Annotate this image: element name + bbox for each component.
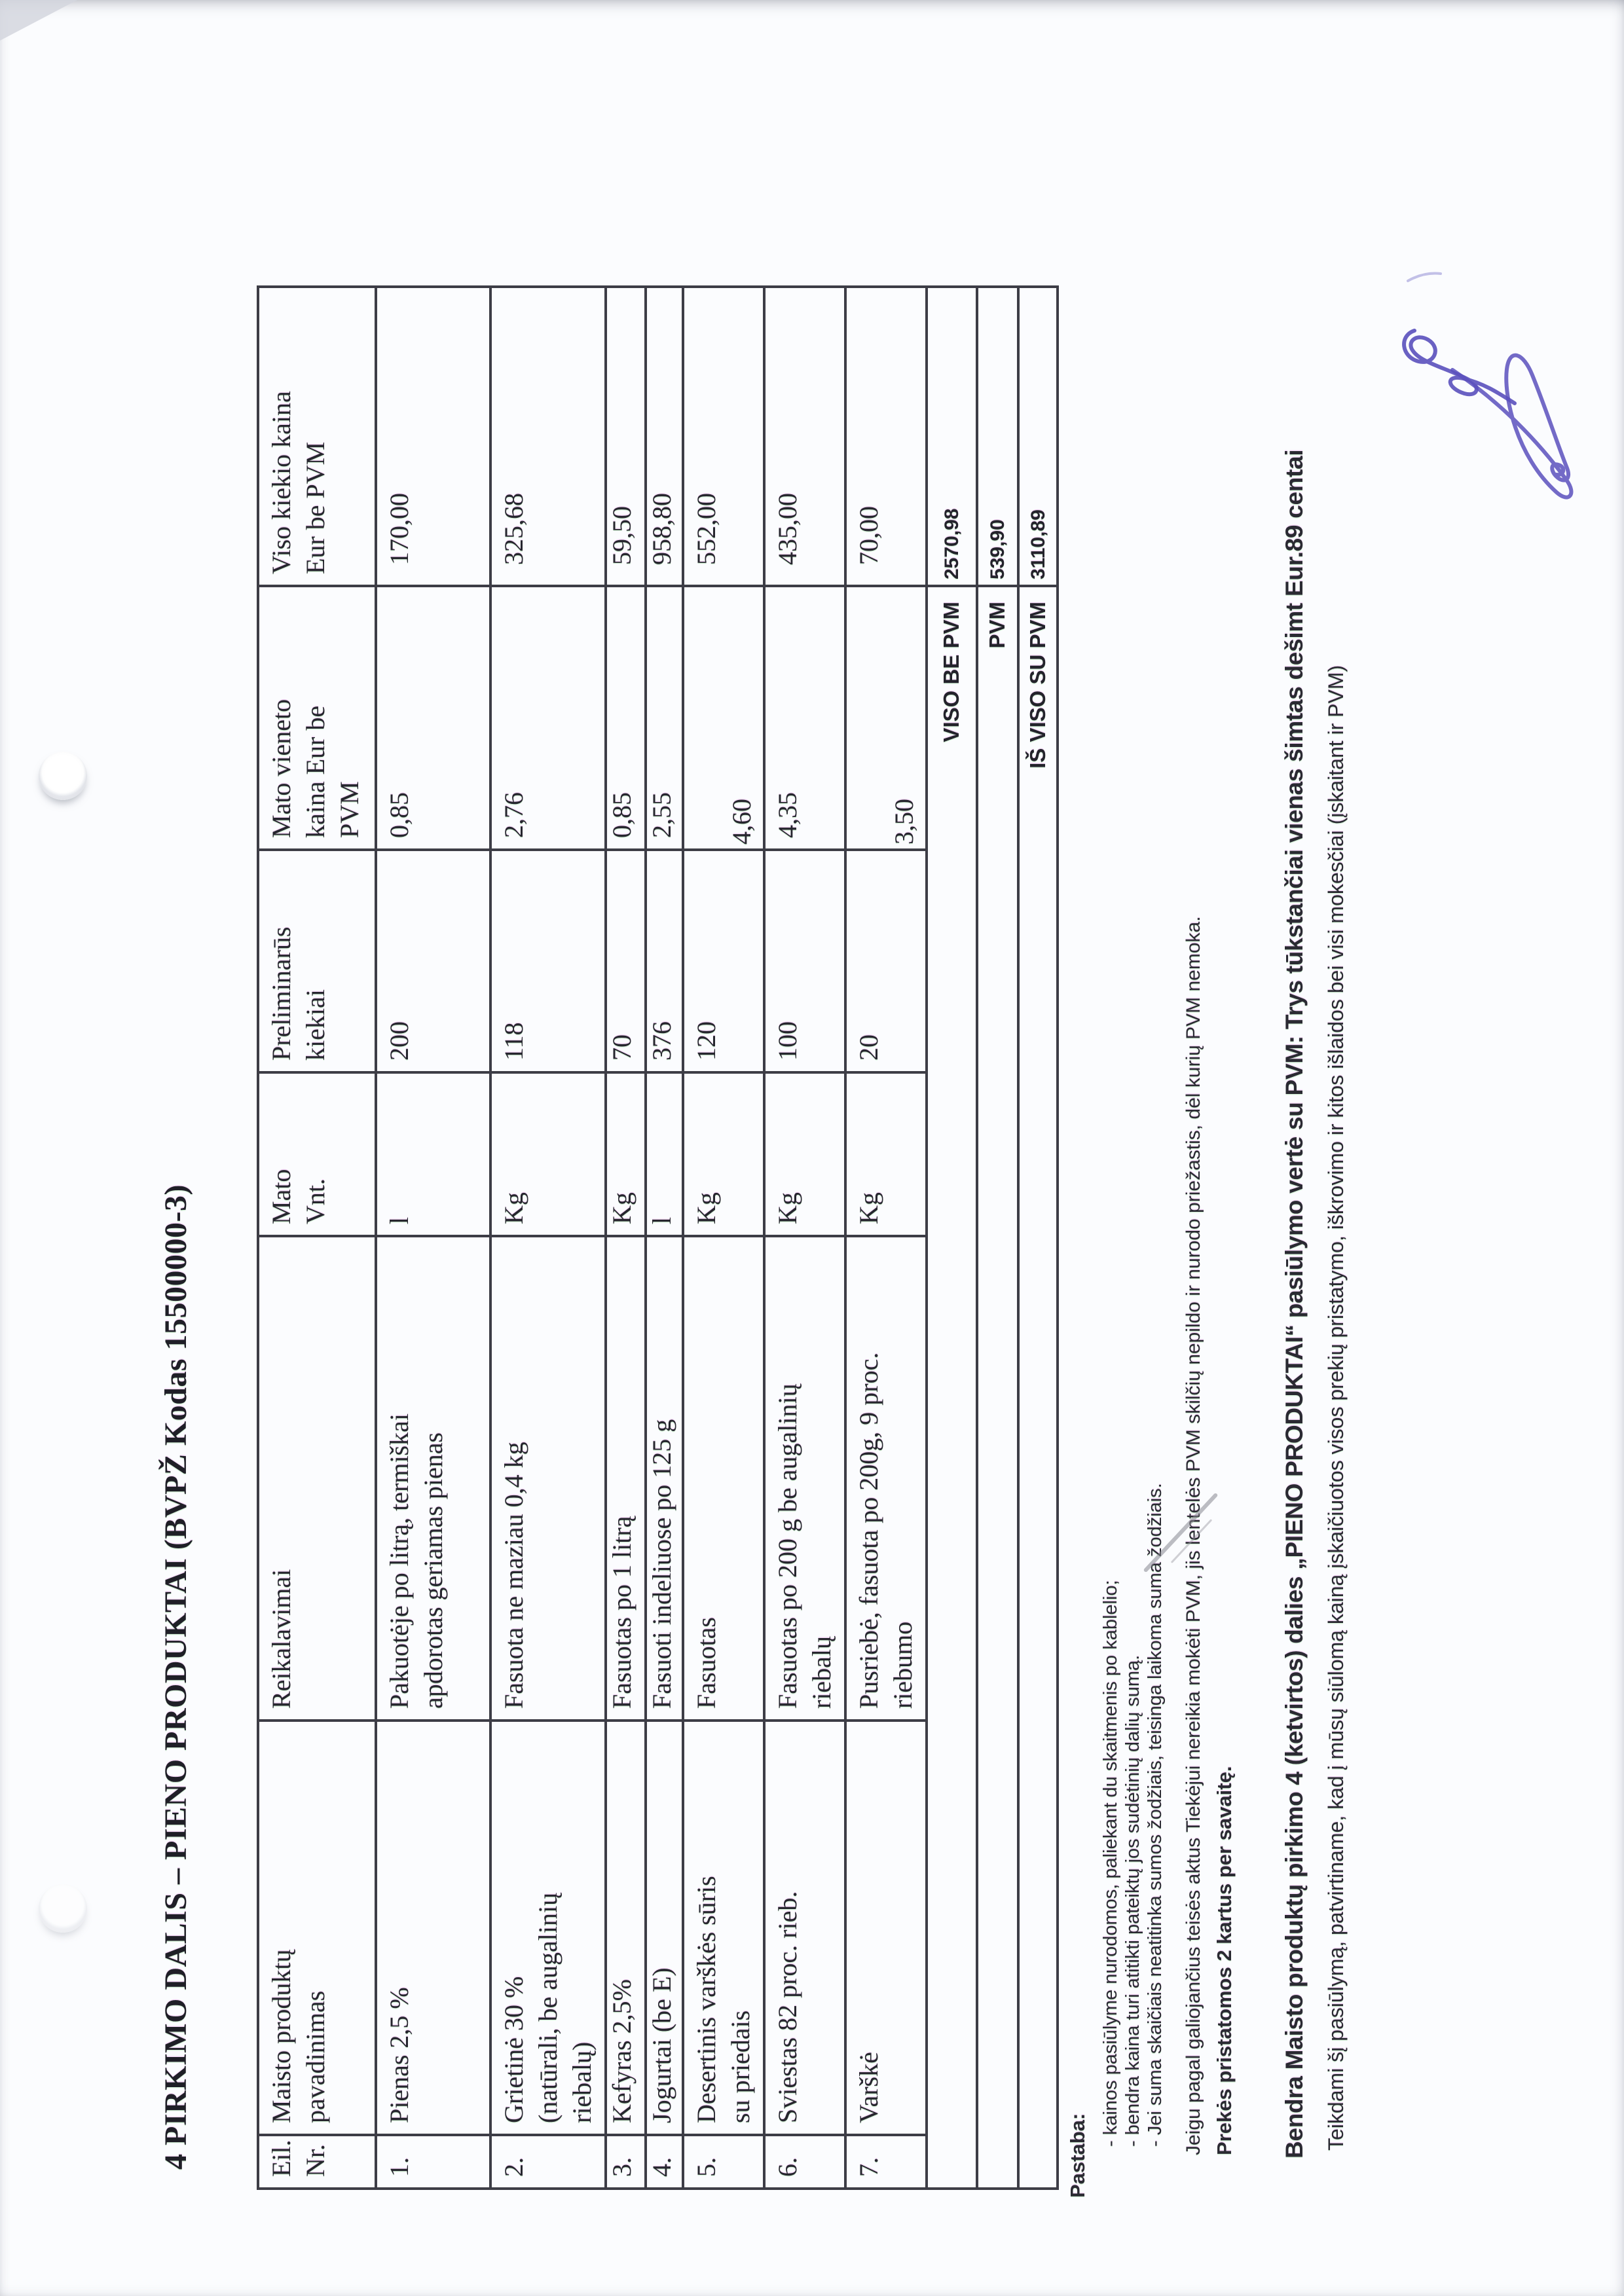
cell-qty: 200: [376, 850, 490, 1072]
cell-row-number: 5.: [683, 2135, 764, 2189]
cell-unit-price: 2,55: [646, 586, 683, 850]
header-preliminary-qty: Preliminarūs kiekiai: [258, 850, 376, 1072]
totals-row: IŠ VISO SU PVM 3110,89: [1018, 287, 1058, 2189]
cell-total: 552,00: [683, 287, 764, 586]
cell-product-name: Sviestas 82 proc. rieb.: [764, 1721, 845, 2135]
cell-qty: 120: [683, 850, 764, 1072]
vat-exemption-note: Jeigu pagal galiojančius teisės aktus Ti…: [1183, 916, 1204, 2155]
header-product-name: Maisto produktų pavadinimas: [258, 1721, 376, 2135]
cell-unit-price: 4,60: [683, 586, 764, 850]
cell-requirements: Fasuotas: [683, 1236, 764, 1721]
cell-requirements: Fasuota ne maziau 0,4 kg: [490, 1236, 606, 1721]
cell-requirements: Pusriebė, fasuota po 200g, 9 proc. riebu…: [845, 1236, 927, 1721]
cell-total: 70,00: [845, 287, 927, 586]
cell-unit-price: 2,76: [490, 586, 606, 850]
cell-row-number: 3.: [606, 2135, 646, 2189]
corner-fold-shadow: [0, 0, 77, 41]
header-requirements: Reikalavimai: [258, 1236, 376, 1721]
table-row: 5. Desertinis varškės sūris su priedais …: [683, 287, 764, 2189]
note-bullet: - Jei suma skaičiais neatitinka sumos žo…: [1145, 1483, 1166, 2147]
cell-requirements: Fasuotas po 1 litrą: [606, 1236, 646, 1721]
cell-unit-price: 0,85: [606, 586, 646, 850]
cell-row-number: 1.: [376, 2135, 490, 2189]
cell-product-name: Grietinė 30 % (natūrali, be augalinių ri…: [490, 1721, 606, 2135]
totals-value: 3110,89: [1018, 287, 1058, 586]
cell-product-name: Pienas 2,5 %: [376, 1721, 490, 2135]
cell-qty: 20: [845, 850, 927, 1072]
cell-row-number: 4.: [646, 2135, 683, 2189]
cell-qty: 376: [646, 850, 683, 1072]
cell-unit-price: 0,85: [376, 586, 490, 850]
cell-unit: l: [646, 1072, 683, 1236]
cell-unit: Kg: [845, 1072, 927, 1236]
cell-unit: Kg: [606, 1072, 646, 1236]
punch-hole: [39, 752, 87, 800]
totals-value: 2570,98: [927, 287, 977, 586]
cell-total: 59,50: [606, 287, 646, 586]
cell-product-name: Jogurtai (be E): [646, 1721, 683, 2135]
cell-product-name: Kefyras 2,5%: [606, 1721, 646, 2135]
table-row: 6. Sviestas 82 proc. rieb. Fasuotas po 2…: [764, 287, 845, 2189]
note-bullet: - bendra kaina turi atitikti pateiktų jo…: [1122, 1654, 1143, 2147]
cell-total: 958,80: [646, 287, 683, 586]
table-row: 4. Jogurtai (be E) Fasuoti indeliuose po…: [646, 287, 683, 2189]
cell-unit-price: 3,50: [845, 586, 927, 850]
cell-unit-price: 4,35: [764, 586, 845, 850]
header-unit-price: Mato vieneto kaina Eur be PVM: [258, 586, 376, 850]
totals-label: IŠ VISO SU PVM: [1018, 586, 1058, 2189]
cell-row-number: 6.: [764, 2135, 845, 2189]
table-header-row: Eil. Nr. Maisto produktų pavadinimas Rei…: [258, 287, 376, 2189]
cell-product-name: Varškė: [845, 1721, 927, 2135]
cell-requirements: Fasuotas po 200 g be augalinių riebalų: [764, 1236, 845, 1721]
cell-total: 435,00: [764, 287, 845, 586]
cell-row-number: 7.: [845, 2135, 927, 2189]
page-title: 4 PIRKIMO DALIS – PIENO PRODUKTAI (BVPŽ …: [158, 1184, 193, 2170]
punch-hole: [39, 1884, 87, 1933]
totals-label: PVM: [977, 586, 1018, 2189]
cell-product-name: Desertinis varškės sūris su priedais: [683, 1721, 764, 2135]
cell-requirements: Fasuoti indeliuose po 125 g: [646, 1236, 683, 1721]
cell-total: 170,00: [376, 287, 490, 586]
cell-row-number: 2.: [490, 2135, 606, 2189]
cell-requirements: Pakuotėje po litrą, termiškai apdorotas …: [376, 1236, 490, 1721]
table-row: 7. Varškė Pusriebė, fasuota po 200g, 9 p…: [845, 287, 927, 2189]
cell-qty: 100: [764, 850, 845, 1072]
totals-value: 539,90: [977, 287, 1018, 586]
totals-row: VISO BE PVM 2570,98: [927, 287, 977, 2189]
notes-heading: Pastaba:: [1066, 2113, 1089, 2198]
header-total-price: Viso kiekio kaina Eur be PVM: [258, 287, 376, 586]
totals-row: PVM 539,90: [977, 287, 1018, 2189]
offer-total-in-words: Bendra Maisto produktų pirkimo 4 (ketvir…: [1281, 449, 1308, 2159]
handwritten-signature: [1402, 272, 1574, 500]
table-row: 1. Pienas 2,5 % Pakuotėje po litrą, term…: [376, 287, 490, 2189]
cell-unit: Kg: [683, 1072, 764, 1236]
cell-qty: 118: [490, 850, 606, 1072]
delivery-note: Prekės pristatomos 2 kartus per savaitę.: [1213, 1766, 1236, 2155]
cell-total: 325,68: [490, 287, 606, 586]
offer-confirmation-line: Teikdami šį pasiūlymą, patvirtiname, kad…: [1324, 665, 1348, 2151]
products-table: Eil. Nr. Maisto produktų pavadinimas Rei…: [257, 285, 1059, 2190]
cell-unit: l: [376, 1072, 490, 1236]
header-unit: Mato Vnt.: [258, 1072, 376, 1236]
table-row: 2. Grietinė 30 % (natūrali, be augalinių…: [490, 287, 606, 2189]
cell-unit: Kg: [490, 1072, 606, 1236]
cell-qty: 70: [606, 850, 646, 1072]
header-eil-nr: Eil. Nr.: [258, 2135, 376, 2189]
note-bullet: - kainos pasiūlyme nurodomos, paliekant …: [1100, 1580, 1121, 2147]
totals-label: VISO BE PVM: [927, 586, 977, 2189]
table-row: 3. Kefyras 2,5% Fasuotas po 1 litrą Kg 7…: [606, 287, 646, 2189]
cell-unit: Kg: [764, 1072, 845, 1236]
